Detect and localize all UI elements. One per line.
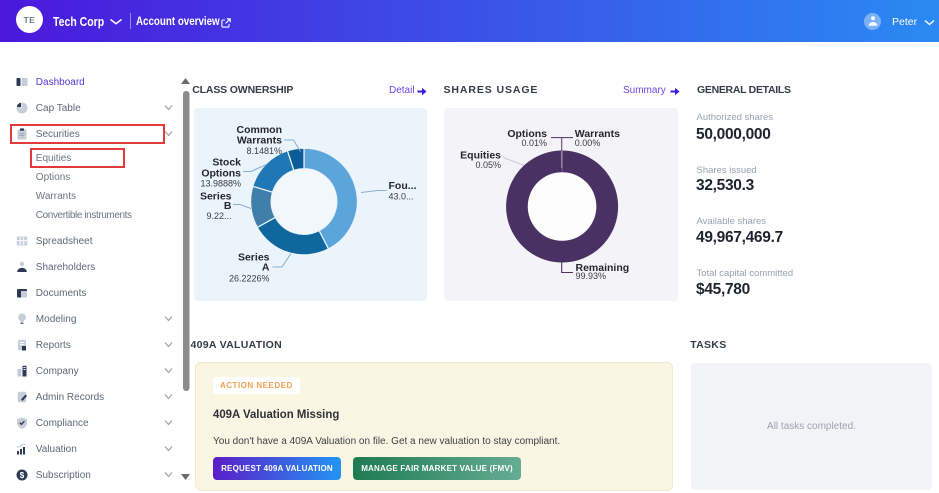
svg-text:Warrants: Warrants: [237, 135, 282, 147]
svg-text:99.93%: 99.93%: [576, 271, 607, 281]
svg-text:9.22...: 9.22...: [206, 211, 231, 221]
svg-text:13.9888%: 13.9888%: [200, 179, 241, 189]
svg-text:Series: Series: [238, 251, 270, 263]
svg-text:Warrants: Warrants: [575, 128, 620, 140]
svg-text:$: $: [20, 470, 25, 479]
svg-text:0.00%: 0.00%: [575, 138, 601, 148]
svg-text:26.2226%: 26.2226%: [229, 274, 270, 284]
svg-text:Fou...: Fou...: [389, 180, 417, 192]
svg-text:Options: Options: [201, 168, 241, 180]
svg-text:B: B: [224, 200, 232, 212]
svg-text:Remaining: Remaining: [576, 262, 630, 274]
svg-text:Options: Options: [507, 128, 547, 140]
svg-text:0.01%: 0.01%: [521, 138, 547, 148]
svg-text:Stock: Stock: [212, 157, 241, 169]
svg-text:8.1481%: 8.1481%: [246, 146, 282, 156]
svg-text:0.05%: 0.05%: [475, 160, 501, 170]
svg-text:Common: Common: [237, 124, 283, 136]
svg-text:Series: Series: [200, 191, 232, 203]
svg-text:Equities: Equities: [460, 150, 501, 162]
svg-text:A: A: [262, 262, 270, 274]
svg-text:43.0...: 43.0...: [389, 192, 414, 202]
